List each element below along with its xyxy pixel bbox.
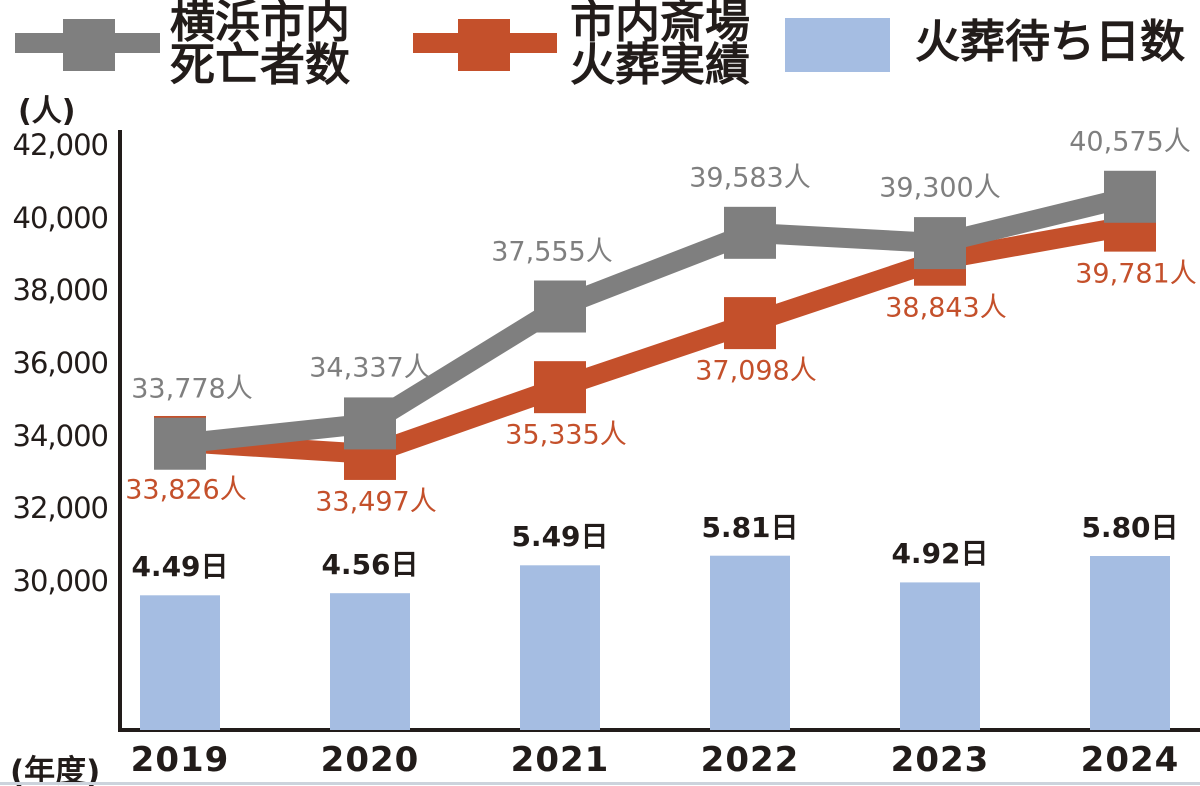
year-label: 2019 (130, 740, 230, 780)
legend-label-cremations: 市内斎場 火葬実績 (570, 0, 751, 87)
cremation-label: 38,843人 (885, 292, 1007, 324)
cremation-marker (534, 361, 586, 414)
cremation-label: 33,497人 (315, 486, 437, 518)
death-count-marker (344, 397, 396, 450)
y-tick-label: 42,000 (12, 128, 109, 162)
legend-label-line2: 火葬実績 (570, 38, 751, 91)
cremation-label: 33,826人 (125, 474, 247, 506)
death-count-label: 37,555人 (491, 236, 613, 267)
waiting-days-label: 4.92日 (891, 537, 989, 571)
death-count-marker (724, 206, 776, 259)
x-axis-unit: (年度) (10, 754, 101, 786)
bottom-edge-rule (0, 782, 1200, 785)
year-label: 2023 (890, 740, 990, 780)
waiting-days-bar (710, 555, 790, 730)
waiting-days-label: 5.80日 (1081, 511, 1179, 544)
death-count-label: 39,583人 (689, 162, 811, 194)
cremation-line (179, 215, 1132, 465)
cremation-label: 35,335人 (505, 419, 627, 451)
y-axis-line (118, 130, 122, 732)
year-label: 2022 (700, 740, 800, 780)
waiting-days-bar (520, 565, 600, 730)
cremation-label: 39,781人 (1075, 258, 1197, 290)
y-tick-label: 34,000 (12, 418, 109, 453)
y-axis-unit: (人) (18, 94, 76, 129)
blue-swatch-icon (785, 18, 890, 72)
year-label: 2021 (510, 740, 610, 780)
death-count-marker (154, 417, 206, 470)
waiting-days-label: 5.49日 (511, 520, 609, 554)
waiting-days-bar (900, 582, 980, 730)
cremation-label: 37,098人 (695, 355, 817, 387)
death-count-marker (534, 280, 586, 333)
death-count-marker (914, 217, 966, 270)
year-label: 2020 (320, 740, 420, 780)
y-tick-label: 32,000 (12, 491, 109, 526)
waiting-days-bar (1090, 556, 1170, 730)
y-tick-label: 40,000 (12, 200, 109, 235)
waiting-days-bar (330, 593, 410, 730)
waiting-days-label: 5.81日 (701, 510, 799, 544)
red-square-marker-icon (458, 19, 510, 71)
death-count-marker (1104, 170, 1156, 223)
legend-label-city-deaths: 横浜市内 死亡者数 (170, 0, 351, 87)
legend-label-line1: 市内斎場 (570, 0, 751, 48)
death-count-label: 39,300人 (879, 172, 1001, 204)
year-label: 2024 (1080, 740, 1180, 780)
gray-square-marker-icon (63, 19, 115, 71)
waiting-days-bar (140, 595, 220, 730)
waiting-days-label: 4.49日 (131, 550, 229, 584)
death-count-label: 33,778人 (131, 373, 253, 405)
waiting-days-label: 4.56日 (321, 548, 419, 582)
y-tick-label: 36,000 (12, 346, 109, 380)
cremation-marker (724, 297, 776, 350)
legend-label-line1: 横浜市内 (170, 0, 351, 48)
legend-label-waiting-days: 火葬待ち日数 (915, 15, 1186, 68)
x-axis-line (118, 728, 1200, 732)
death-count-label: 40,575人 (1069, 126, 1191, 158)
y-tick-label: 30,000 (12, 564, 109, 598)
death-count-line (178, 187, 1133, 454)
y-tick-label: 38,000 (12, 273, 109, 308)
death-count-label: 34,337人 (309, 352, 431, 384)
legend-label-line2: 死亡者数 (170, 38, 351, 91)
